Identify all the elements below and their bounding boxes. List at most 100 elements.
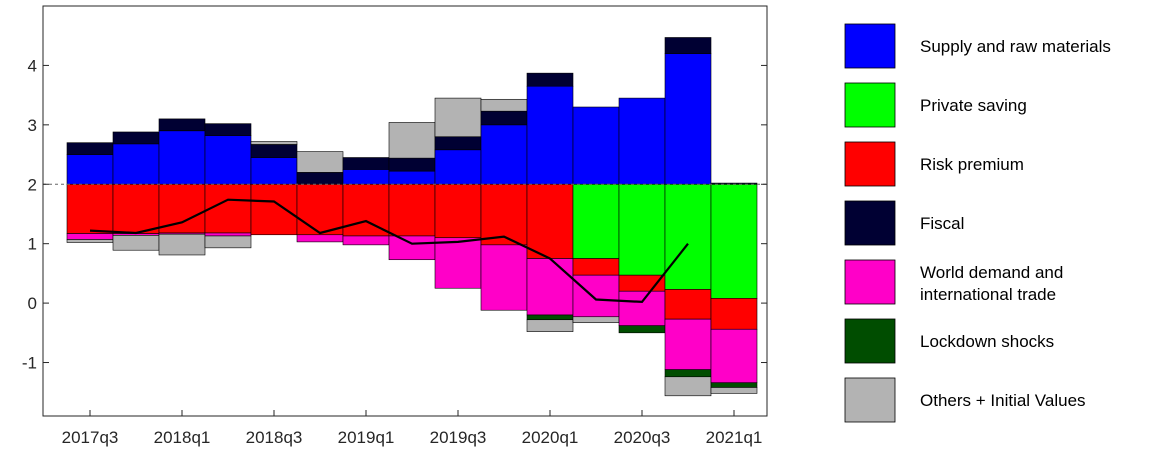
- bar-segment-2018q2-6: [204, 235, 252, 249]
- bar-segment-2020q4-3: [664, 37, 712, 54]
- bar-segment-2020q4-2: [664, 289, 712, 320]
- x-tick-label: 2020q1: [522, 428, 579, 447]
- bar-segment-2019q1-3: [342, 157, 390, 170]
- bar-segment-2020q2-4: [572, 274, 620, 318]
- y-tick-label: 2: [28, 175, 37, 194]
- bar-segment-2019q2-2: [388, 183, 436, 237]
- bar-segment-2020q1-0: [526, 85, 574, 185]
- bar-segment-2021q1-5: [710, 382, 758, 388]
- bar-segment-2020q2-6: [572, 316, 620, 324]
- plot-area: [43, 6, 767, 416]
- bar-segment-2018q2-2: [204, 183, 252, 234]
- bar-segment-2021q1-6: [710, 387, 758, 394]
- bar-segment-2018q2-3: [204, 123, 252, 136]
- bar-segment-2021q1-1: [710, 183, 758, 299]
- bar-segment-2020q2-2: [572, 258, 620, 276]
- bar-segment-2017q3-0: [66, 154, 114, 185]
- bar-segment-2019q2-4: [388, 235, 436, 261]
- y-tick-label: 3: [28, 116, 37, 135]
- bar-segment-2021q1-2: [710, 298, 758, 330]
- bar-segment-2017q4-0: [112, 143, 160, 185]
- legend-label-4-line2: international trade: [920, 285, 1056, 304]
- bar-segment-2020q1-4: [526, 258, 574, 316]
- bar-segment-2017q3-2: [66, 183, 114, 234]
- legend-label-6: Others + Initial Values: [920, 391, 1086, 410]
- line-series: [89, 198, 689, 304]
- bar-segment-2017q4-2: [112, 183, 160, 234]
- bar-segment-2017q3-4: [66, 233, 114, 240]
- x-tick-label: 2018q3: [246, 428, 303, 447]
- y-tick-label: 0: [28, 294, 37, 313]
- bar-segment-2019q4-4: [480, 244, 528, 311]
- legend-label-3: Fiscal: [920, 214, 964, 233]
- x-tick-label: 2019q3: [430, 428, 487, 447]
- bar-segment-2018q1-0: [158, 130, 206, 185]
- bar-segment-2017q3-6: [66, 239, 114, 243]
- axes-frame: [42, 5, 768, 417]
- bar-segment-2019q1-0: [342, 169, 390, 185]
- legend: Supply and raw materials Private saving Ri…: [844, 23, 1111, 423]
- bar-segment-2018q3-0: [250, 157, 298, 185]
- bar-segment-2019q2-6: [388, 122, 436, 159]
- bar-segment-2019q2-0: [388, 170, 436, 185]
- bar-segment-2018q3-6: [250, 141, 298, 145]
- legend-swatch-1: [844, 82, 896, 128]
- bar-segment-2019q4-0: [480, 124, 528, 185]
- x-tick-label: 2020q3: [614, 428, 671, 447]
- bar-segment-2020q2-1: [572, 183, 620, 259]
- bar-segment-2018q4-3: [296, 172, 344, 185]
- legend-label-4-line1: World demand and: [920, 263, 1063, 282]
- legend-label-5: Lockdown shocks: [920, 332, 1054, 351]
- bar-segment-2020q4-6: [664, 376, 712, 397]
- bar-segment-2019q3-4: [434, 237, 482, 289]
- bar-segment-2019q4-6: [480, 98, 528, 112]
- bar-segment-2018q4-4: [296, 234, 344, 243]
- bar-segment-2020q3-4: [618, 290, 666, 326]
- bar-segment-2019q3-2: [434, 183, 482, 239]
- bar-segment-2020q4-5: [664, 369, 712, 378]
- bar-segment-2019q2-3: [388, 157, 436, 172]
- bar-segment-2019q3-6: [434, 97, 482, 138]
- bar-segment-2017q4-6: [112, 235, 160, 251]
- bar-segment-2019q1-4: [342, 235, 390, 246]
- bar-segment-2020q3-5: [618, 325, 666, 334]
- bar-segment-2018q2-0: [204, 135, 252, 185]
- legend-swatch-2: [844, 141, 896, 187]
- bar-segment-2018q4-2: [296, 183, 344, 236]
- x-tick-label: 2019q1: [338, 428, 395, 447]
- bar-segment-2018q1-6: [158, 233, 206, 256]
- bar-segment-2020q1-6: [526, 319, 574, 332]
- bar-segment-2017q4-3: [112, 131, 160, 145]
- bar-segment-2020q4-0: [664, 53, 712, 185]
- legend-swatch-4: [844, 259, 896, 305]
- bar-segment-2020q1-5: [526, 314, 574, 321]
- y-tick-label: 1: [28, 235, 37, 254]
- bar-segment-2020q2-0: [572, 106, 620, 185]
- legend-label-1: Private saving: [920, 96, 1027, 115]
- bar-segment-2020q4-4: [664, 318, 712, 370]
- bar-segment-2018q4-6: [296, 151, 344, 173]
- bar-segment-2018q2-4: [204, 232, 252, 237]
- axes: -1 0 1 2 3 4 2017q3 2018q1 2018q3 2019q1 2019q3 202…: [22, 5, 768, 447]
- bar-segment-2018q1-3: [158, 118, 206, 132]
- bar-segment-2019q3-0: [434, 149, 482, 185]
- legend-swatch-6: [844, 377, 896, 423]
- bar-segment-2018q3-2: [250, 183, 298, 236]
- bar-segment-2020q3-1: [618, 183, 666, 276]
- bar-segment-2020q1-2: [526, 183, 574, 259]
- legend-swatch-3: [844, 200, 896, 246]
- legend-swatch-5: [844, 318, 896, 364]
- x-tick-label: 2017q3: [62, 428, 119, 447]
- bar-segment-2019q4-3: [480, 110, 528, 126]
- x-tick-label: 2021q1: [706, 428, 763, 447]
- y-tick-label: 4: [28, 56, 37, 75]
- bar-segment-2019q1-2: [342, 183, 390, 237]
- legend-swatch-0: [844, 23, 896, 69]
- bar-segment-2017q3-3: [66, 142, 114, 155]
- legend-label-0: Supply and raw materials: [920, 37, 1111, 56]
- bar-segment-2021q1-4: [710, 328, 758, 384]
- bar-segment-2020q1-3: [526, 72, 574, 87]
- bar-segment-2020q4-1: [664, 183, 712, 290]
- legend-label-2: Risk premium: [920, 155, 1024, 174]
